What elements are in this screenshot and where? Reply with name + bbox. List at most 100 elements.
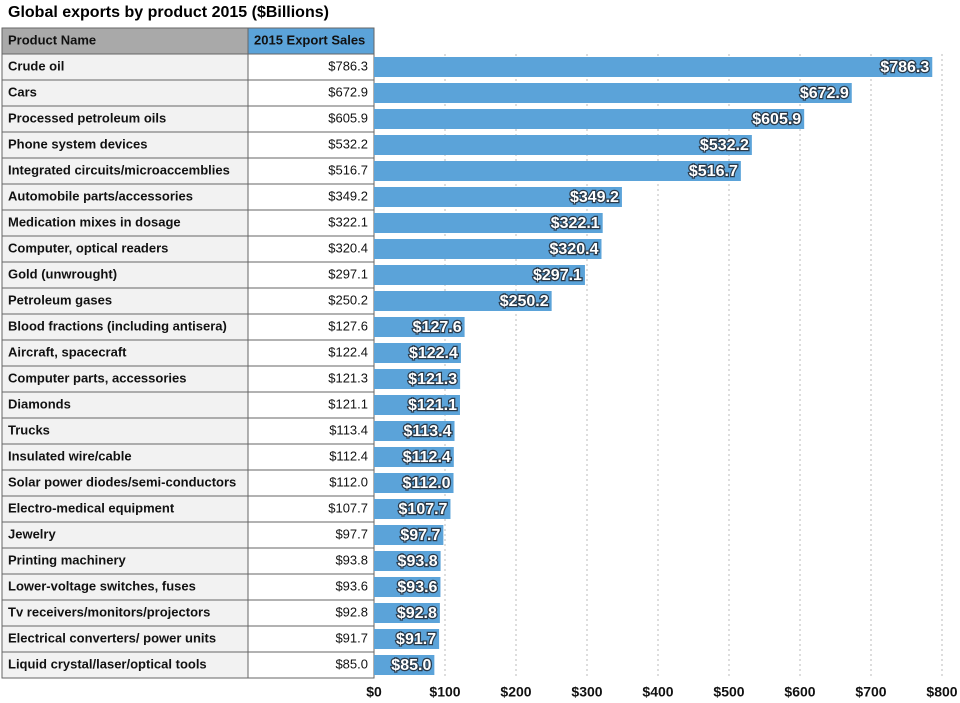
product-name: Phone system devices bbox=[8, 136, 147, 151]
table-cell bbox=[247, 183, 375, 211]
table-cell bbox=[1, 261, 249, 289]
export-sales: $322.1 bbox=[328, 214, 368, 229]
export-sales: $672.9 bbox=[328, 84, 368, 99]
export-sales: $85.0 bbox=[335, 656, 368, 671]
bar bbox=[374, 135, 752, 155]
export-sales: $97.7 bbox=[335, 526, 368, 541]
export-sales: $121.3 bbox=[328, 370, 368, 385]
export-sales: $786.3 bbox=[328, 58, 368, 73]
table-cell bbox=[247, 235, 375, 263]
bar bbox=[374, 421, 455, 441]
export-sales: $127.6 bbox=[328, 318, 368, 333]
data-label: $786.3 bbox=[880, 59, 929, 76]
bar bbox=[374, 265, 585, 285]
table-cell bbox=[1, 599, 249, 627]
data-label: $113.4 bbox=[403, 423, 451, 440]
table-cell bbox=[247, 443, 375, 471]
x-tick-label: $800 bbox=[926, 684, 957, 700]
bar bbox=[374, 369, 461, 389]
product-name: Gold (unwrought) bbox=[8, 266, 117, 281]
table-cell bbox=[247, 573, 375, 601]
table-cell bbox=[247, 261, 375, 289]
product-name: Computer parts, accessories bbox=[8, 370, 186, 385]
table-cell bbox=[1, 235, 249, 263]
export-sales: $605.9 bbox=[328, 110, 368, 125]
bar bbox=[374, 161, 741, 181]
product-name: Trucks bbox=[8, 422, 50, 437]
data-label: $672.9 bbox=[800, 85, 849, 102]
product-name: Automobile parts/accessories bbox=[8, 188, 193, 203]
data-label: $297.1 bbox=[533, 267, 582, 284]
table-cell bbox=[1, 287, 249, 315]
data-label: $92.8 bbox=[397, 605, 437, 622]
export-sales: $113.4 bbox=[329, 422, 368, 437]
bar bbox=[374, 239, 602, 259]
x-tick-label: $600 bbox=[784, 684, 815, 700]
data-label: $121.1 bbox=[408, 397, 457, 414]
x-tick-label: $300 bbox=[571, 684, 602, 700]
table-cell bbox=[1, 79, 249, 107]
table-cell bbox=[247, 547, 375, 575]
product-name: Aircraft, spacecraft bbox=[8, 344, 127, 359]
bar bbox=[374, 213, 603, 233]
export-sales: $297.1 bbox=[328, 266, 368, 281]
header-label: 2015 Export Sales bbox=[254, 32, 365, 47]
bar bbox=[374, 447, 454, 467]
product-name: Crude oil bbox=[8, 58, 64, 73]
bar bbox=[374, 317, 465, 337]
product-name: Tv receivers/monitors/projectors bbox=[8, 604, 210, 619]
data-label: $93.8 bbox=[398, 553, 438, 570]
table-cell bbox=[1, 157, 249, 185]
export-sales: $516.7 bbox=[328, 162, 368, 177]
product-name: Integrated circuits/microaccemblies bbox=[8, 162, 230, 177]
bar bbox=[374, 525, 444, 545]
bar bbox=[374, 187, 622, 207]
export-sales: $107.7 bbox=[328, 500, 368, 515]
x-tick-label: $400 bbox=[642, 684, 673, 700]
product-name: Cars bbox=[8, 84, 37, 99]
product-name: Liquid crystal/laser/optical tools bbox=[8, 656, 207, 671]
table-cell bbox=[247, 651, 375, 679]
table-cell bbox=[247, 495, 375, 523]
export-sales: $112.0 bbox=[329, 474, 368, 489]
data-label: $121.3 bbox=[408, 371, 457, 388]
data-label: $349.2 bbox=[570, 189, 619, 206]
product-name: Solar power diodes/semi-conductors bbox=[8, 474, 236, 489]
data-label: $97.7 bbox=[400, 527, 440, 544]
table-cell bbox=[247, 105, 375, 133]
table-cell bbox=[1, 443, 249, 471]
data-label: $320.4 bbox=[550, 241, 599, 258]
export-sales: $91.7 bbox=[335, 630, 368, 645]
data-label: $127.6 bbox=[413, 319, 462, 336]
product-name: Petroleum gases bbox=[8, 292, 112, 307]
product-name: Electro-medical equipment bbox=[8, 500, 175, 515]
table-cell bbox=[247, 157, 375, 185]
data-label: $322.1 bbox=[551, 215, 600, 232]
header-cell bbox=[1, 27, 249, 55]
chart-title: Global exports by product 2015 ($Billion… bbox=[8, 4, 329, 21]
bar bbox=[374, 603, 440, 623]
export-sales: $93.8 bbox=[335, 552, 368, 567]
export-sales: $121.1 bbox=[328, 396, 368, 411]
table-cell bbox=[1, 365, 249, 393]
export-sales: $92.8 bbox=[335, 604, 368, 619]
data-label: $93.6 bbox=[397, 579, 437, 596]
export-sales: $112.4 bbox=[329, 448, 368, 463]
data-label: $532.2 bbox=[700, 137, 749, 154]
export-sales: $93.6 bbox=[335, 578, 368, 593]
table-cell bbox=[247, 599, 375, 627]
table-cell bbox=[1, 625, 249, 653]
bar bbox=[374, 83, 852, 103]
data-label: $516.7 bbox=[689, 163, 738, 180]
bar bbox=[374, 499, 451, 519]
bar bbox=[374, 109, 805, 129]
product-name: Medication mixes in dosage bbox=[8, 214, 181, 229]
export-sales: $349.2 bbox=[328, 188, 368, 203]
table-cell bbox=[1, 183, 249, 211]
table-cell bbox=[1, 105, 249, 133]
table-cell bbox=[247, 469, 375, 497]
table-cell bbox=[247, 79, 375, 107]
product-name: Lower-voltage switches, fuses bbox=[8, 578, 196, 593]
table-cell bbox=[247, 391, 375, 419]
